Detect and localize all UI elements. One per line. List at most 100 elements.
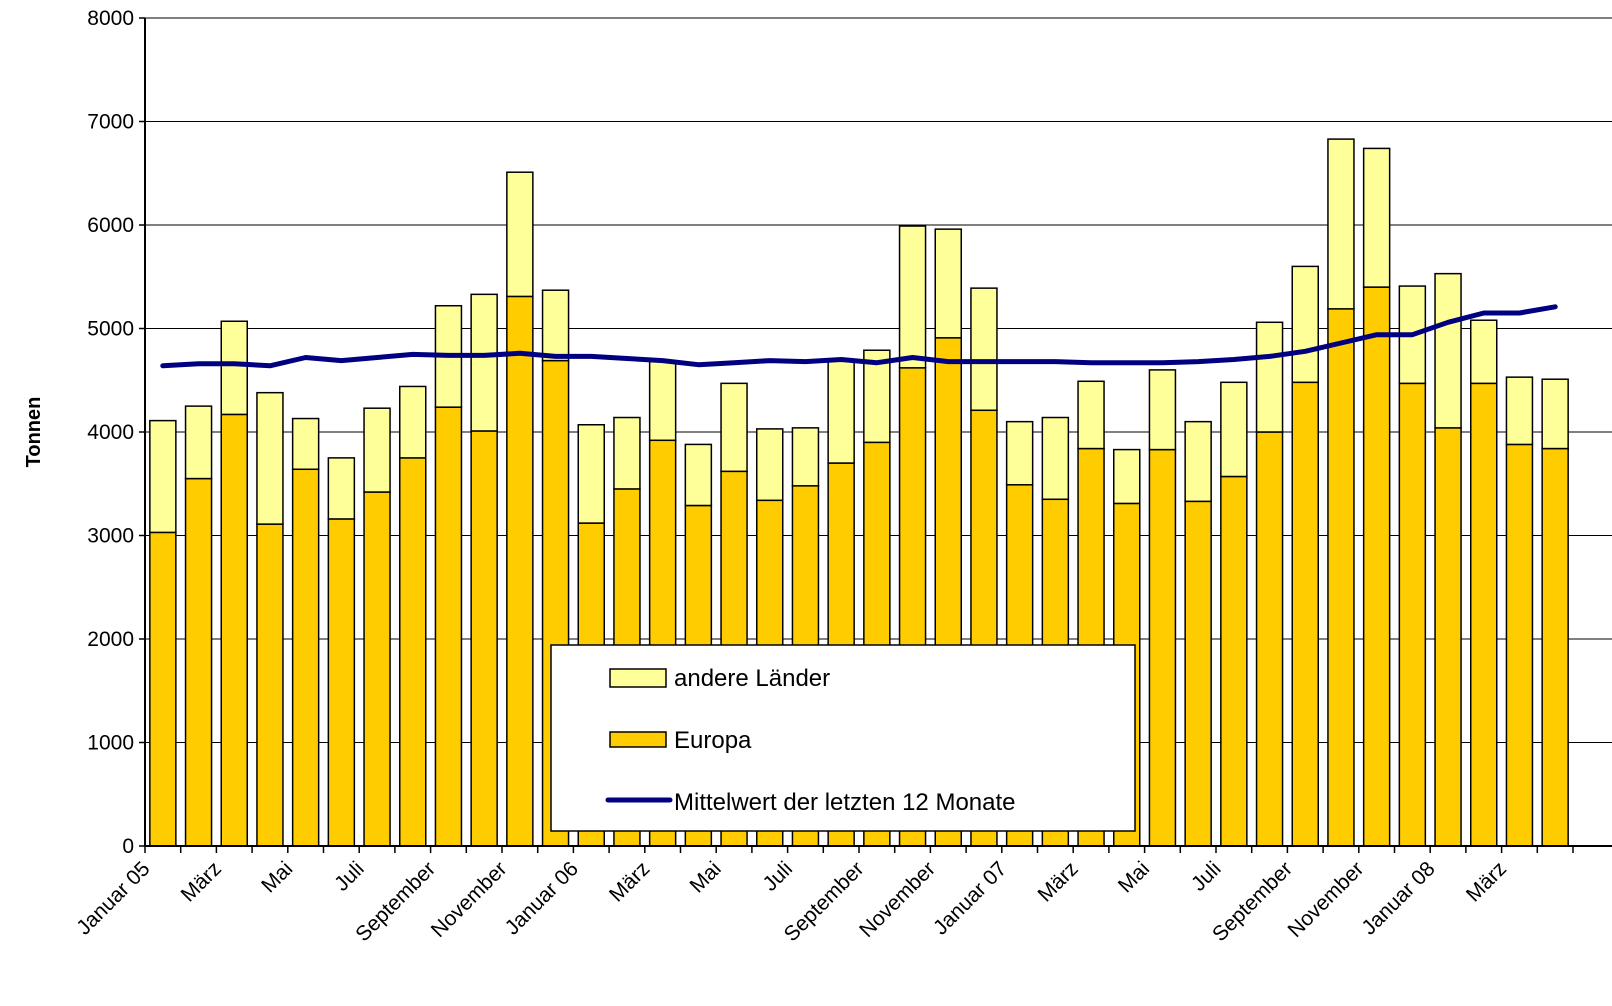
bar-andere-laender-36 [1434, 272, 1462, 429]
bar-andere-laender-26 [1077, 380, 1105, 450]
bar-andere-laender-7 [399, 385, 427, 459]
bar-andere-laender-4 [291, 417, 320, 471]
bar-andere-laender-11 [541, 289, 570, 362]
line-mittelwert [160, 304, 1558, 369]
x-tick-label-4: Mai [257, 857, 297, 897]
bar-andere-laender-21 [898, 225, 927, 369]
bar-europa-31 [1255, 431, 1284, 847]
bar-europa-8 [434, 406, 463, 847]
bar-andere-laender-2 [220, 320, 248, 416]
x-tick-label-14: März [605, 857, 654, 906]
bar-andere-laender-28 [1148, 369, 1177, 451]
bar-andere-laender-5 [327, 457, 356, 520]
x-tick-label-6: Juli [330, 857, 369, 896]
bar-andere-laender-20 [863, 349, 891, 444]
bar-andere-laender-38 [1505, 376, 1534, 446]
y-tick-label-3000: 3000 [87, 525, 134, 548]
y-axis-label: Tonnen [23, 397, 45, 468]
bar-andere-laender-22 [934, 228, 962, 339]
x-tick-label-10: November [427, 857, 512, 942]
bar-europa-6 [363, 491, 391, 847]
y-tick-label-8000: 8000 [87, 7, 134, 30]
bar-andere-laender-0 [149, 419, 177, 534]
bar-andere-laender-13 [613, 416, 641, 490]
bar-andere-laender-32 [1291, 265, 1319, 384]
bar-europa-2 [220, 413, 248, 847]
x-tick-label-16: Mai [686, 857, 726, 897]
x-tick-label-0: Januar 05 [72, 857, 154, 939]
legend-label-andere-laender: andere Länder [674, 665, 830, 692]
legend-label-mittelwert: Mittelwert der letzten 12 Monate [674, 789, 1016, 816]
x-tick-label-18: Juli [759, 857, 798, 896]
bar-europa-4 [291, 468, 320, 847]
bar-europa-36 [1434, 427, 1462, 847]
bar-europa-30 [1220, 475, 1248, 847]
bar-europa-10 [506, 295, 534, 847]
y-tick-label-6000: 6000 [87, 214, 134, 237]
bar-europa-0 [149, 531, 177, 847]
bar-andere-laender-39 [1541, 378, 1569, 450]
bar-andere-laender-12 [577, 424, 605, 524]
legend: andere Länder Europa Mittelwert der letz… [550, 644, 1136, 832]
x-tick-label-30: Juli [1187, 857, 1226, 896]
x-tick-label-28: Mai [1114, 857, 1154, 897]
bar-andere-laender-33 [1327, 138, 1355, 310]
bar-andere-laender-31 [1255, 321, 1284, 433]
x-tick-label-24: Januar 07 [929, 857, 1011, 939]
bar-andere-laender-18 [791, 427, 820, 487]
legend-label-europa: Europa [674, 727, 752, 754]
bar-andere-laender-15 [684, 443, 713, 507]
x-tick-label-2: März [177, 857, 226, 906]
bar-andere-laender-19 [827, 359, 855, 464]
x-tick-label-36: Januar 08 [1357, 857, 1439, 939]
y-tick-label-7000: 7000 [87, 111, 134, 134]
bar-europa-1 [184, 477, 213, 847]
bar-andere-laender-9 [470, 293, 498, 432]
bar-andere-laender-23 [970, 287, 998, 412]
bar-europa-38 [1505, 443, 1534, 847]
bar-europa-39 [1541, 447, 1569, 847]
y-tick-labels: 0 1000 2000 3000 4000 5000 6000 7000 8000 [87, 7, 134, 858]
bar-europa-28 [1148, 448, 1177, 847]
axes [139, 17, 1612, 853]
bar-europa-7 [399, 457, 427, 847]
x-tick-label-26: März [1033, 857, 1082, 906]
bar-europa-35 [1398, 382, 1427, 847]
bar-europa-5 [327, 518, 356, 847]
bar-andere-laender-17 [756, 428, 784, 502]
bar-andere-laender-14 [648, 360, 677, 442]
bar-andere-laender-34 [1362, 147, 1391, 288]
legend-swatch-europa [609, 731, 667, 748]
bar-andere-laender-1 [184, 405, 213, 480]
x-tick-label-22: November [855, 857, 940, 942]
bar-europa-33 [1327, 308, 1355, 847]
bar-andere-laender-27 [1113, 448, 1141, 505]
x-tick-label-12: Januar 06 [501, 857, 583, 939]
bar-andere-laender-24 [1005, 420, 1034, 486]
bar-europa-9 [470, 430, 498, 847]
bar-europa-37 [1470, 382, 1498, 847]
bar-andere-laender-29 [1184, 420, 1212, 503]
x-tick-label-34: November [1284, 857, 1369, 942]
bar-andere-laender-16 [720, 382, 748, 473]
average-line-series [160, 304, 1558, 369]
x-tick-labels: Januar 05 März Mai JuliSeptemberNovemberJan… [72, 857, 1511, 946]
y-tick-label-1000: 1000 [87, 732, 134, 755]
x-tick-label-38: März [1462, 857, 1511, 906]
y-tick-label-2000: 2000 [87, 628, 134, 651]
bar-europa-29 [1184, 500, 1212, 847]
bar-europa-3 [256, 523, 284, 847]
bar-andere-laender-37 [1470, 319, 1498, 385]
bar-europa-32 [1291, 381, 1319, 847]
y-tick-label-4000: 4000 [87, 421, 134, 444]
legend-swatch-andere-laender [609, 668, 667, 688]
bar-andere-laender-25 [1041, 416, 1070, 501]
bar-andere-laender-10 [506, 171, 534, 298]
y-tick-label-0: 0 [122, 835, 134, 858]
y-tick-label-5000: 5000 [87, 318, 134, 341]
bar-andere-laender-3 [256, 391, 284, 525]
bar-andere-laender-6 [363, 407, 391, 493]
bar-europa-34 [1362, 286, 1391, 847]
